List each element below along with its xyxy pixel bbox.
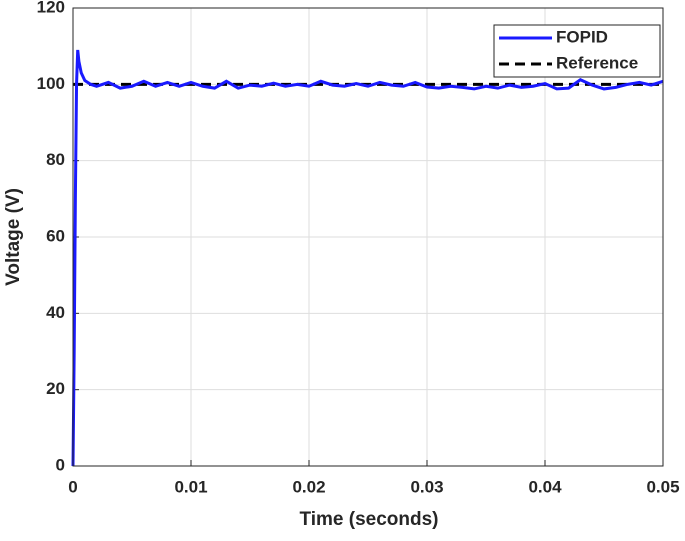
legend-label: Reference (556, 53, 638, 72)
x-tick-label: 0.03 (410, 477, 443, 496)
y-tick-label: 120 (37, 0, 65, 16)
legend-box (493, 24, 661, 78)
line-series (71, 49, 664, 467)
y-tick-label: 60 (46, 226, 65, 245)
y-tick-label: 80 (46, 150, 65, 169)
x-axis-label: Time (seconds) (299, 509, 438, 530)
x-tick-label: 0 (68, 477, 77, 496)
x-tick-label: 0.05 (646, 477, 679, 496)
y-tick-label: 0 (56, 455, 65, 474)
x-tick-label: 0.02 (292, 477, 325, 496)
y-axis-label: Voltage (V) (3, 188, 24, 286)
x-tick-label: 0.04 (528, 477, 562, 496)
axes-box (72, 7, 664, 467)
y-tick-label: 20 (46, 379, 65, 398)
y-tick-label: 100 (37, 74, 65, 93)
x-tick-label: 0.01 (174, 477, 207, 496)
y-tick-label: 40 (46, 303, 65, 322)
legend-label: FOPID (556, 27, 608, 46)
